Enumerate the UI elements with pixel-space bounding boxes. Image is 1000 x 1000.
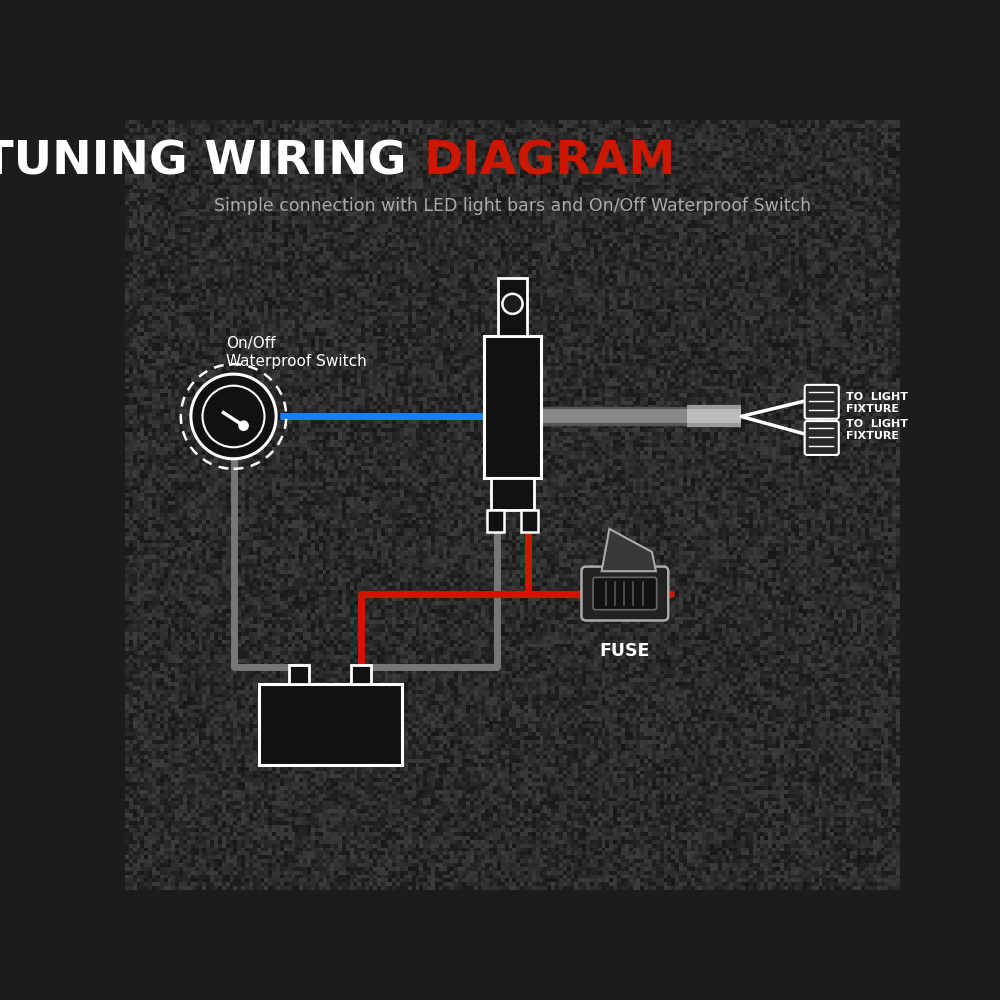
Circle shape <box>502 294 523 314</box>
Text: FIXTURE: FIXTURE <box>846 431 899 441</box>
Text: MICTUNING WIRING: MICTUNING WIRING <box>0 140 423 185</box>
FancyBboxPatch shape <box>484 336 541 478</box>
Text: +: + <box>352 701 378 730</box>
Text: 12V DC BATTERY: 12V DC BATTERY <box>261 734 399 749</box>
FancyBboxPatch shape <box>805 385 839 419</box>
Circle shape <box>239 421 248 430</box>
FancyBboxPatch shape <box>289 665 309 684</box>
Text: FIXTURE: FIXTURE <box>846 404 899 414</box>
FancyBboxPatch shape <box>521 510 538 532</box>
Text: DIAGRAM: DIAGRAM <box>423 140 676 185</box>
FancyBboxPatch shape <box>491 478 534 510</box>
Text: TO  LIGHT: TO LIGHT <box>846 419 908 429</box>
FancyBboxPatch shape <box>487 510 504 532</box>
FancyBboxPatch shape <box>351 665 371 684</box>
FancyBboxPatch shape <box>498 278 527 336</box>
Text: −: − <box>283 701 308 730</box>
Circle shape <box>191 374 276 459</box>
Text: TO  LIGHT: TO LIGHT <box>846 392 908 402</box>
Polygon shape <box>602 529 656 571</box>
Text: Simple connection with LED light bars and On/Off Waterproof Switch: Simple connection with LED light bars an… <box>214 197 811 215</box>
FancyBboxPatch shape <box>581 567 668 620</box>
Text: Waterproof Switch: Waterproof Switch <box>226 354 366 369</box>
Text: FUSE: FUSE <box>600 642 650 660</box>
Text: On/Off: On/Off <box>226 336 275 351</box>
FancyBboxPatch shape <box>259 684 402 765</box>
FancyBboxPatch shape <box>805 421 839 455</box>
FancyBboxPatch shape <box>593 577 657 610</box>
